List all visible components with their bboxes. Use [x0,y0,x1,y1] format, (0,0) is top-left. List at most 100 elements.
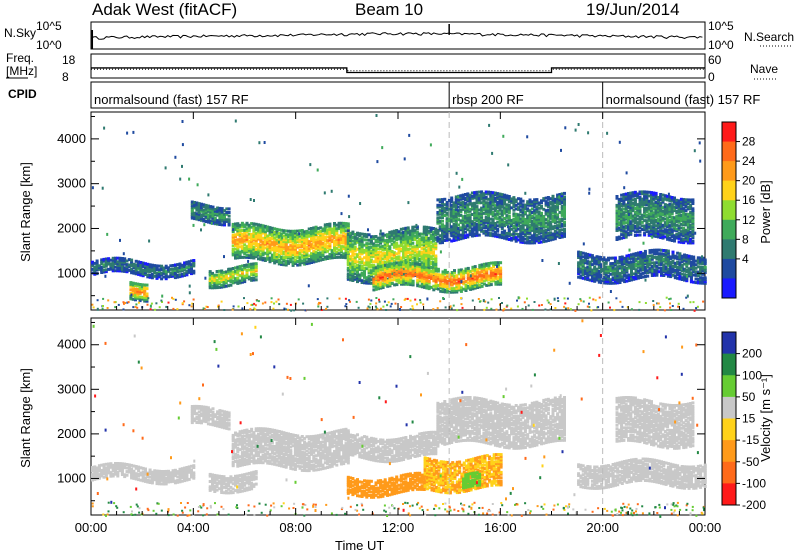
power-cell [240,255,244,259]
power-cell [236,256,240,260]
power-cell [275,253,279,256]
power-cell [224,270,228,274]
power-cell [240,223,244,227]
power-cell [185,273,189,277]
power-cell [300,250,304,254]
power-cell [351,279,355,282]
power-cell [190,214,194,218]
power-cell [270,237,274,241]
power-cell [254,265,258,269]
power-cell [200,202,203,206]
power-cell [323,236,327,239]
power-cell [245,276,249,279]
power-cell [284,240,288,244]
power-cell [298,259,302,263]
power-cell [173,276,177,280]
power-cell [229,278,233,282]
power-cell [305,246,309,249]
power-cell [138,299,142,303]
power-cell [254,238,258,242]
power-cell [245,250,249,254]
power-cell [356,272,359,276]
power-cell [104,261,108,265]
power-cell [289,247,293,251]
power-cell [289,240,293,244]
power-cell [312,253,316,257]
power-cell [353,233,357,236]
power-cell [337,225,341,229]
power-cell [346,222,350,226]
power-cell [270,242,274,246]
power-cell [316,243,320,247]
power-cell [125,270,129,274]
power-cell [204,211,208,214]
power-cell [231,274,235,278]
power-cell [247,256,251,259]
power-cell [155,273,159,277]
power-cell [319,235,323,239]
power-cell [266,241,270,245]
power-cell [222,276,226,280]
power-cell [346,267,350,270]
power-cell [240,273,244,277]
power-cell [305,256,309,260]
power-cell [326,255,330,259]
power-cell [252,266,256,269]
power-cell [360,266,364,270]
power-cell [206,215,210,219]
power-cell [140,285,144,288]
power-cell [321,236,325,240]
power-cell [314,254,318,258]
power-cell [356,260,359,264]
power-cell [335,246,339,250]
power-cell [275,229,279,233]
power-cell [150,269,154,273]
power-cell [323,230,327,234]
power-cell [275,233,279,237]
power-cell [326,223,330,226]
power-cell [307,241,311,245]
power-cell [275,258,279,262]
power-cell [247,254,251,258]
power-cell [280,243,284,247]
power-cell [252,245,256,249]
power-cell [312,231,316,235]
power-cell [323,232,327,236]
power-cell [339,246,343,250]
power-cell [213,277,217,281]
power-cell [238,234,242,238]
power-cell [240,225,244,229]
power-cell [220,271,224,275]
power-cell [234,254,237,258]
power-cell [125,266,129,270]
power-cell [243,264,247,267]
power-cell [300,237,304,241]
power-cell [346,277,350,281]
power-cell [187,269,191,273]
power-cell [231,230,235,234]
noise-sky-label: N.Sky [4,26,37,40]
noise-left-tick-bottom: 10^0 [36,38,62,52]
power-cell [346,240,350,244]
power-cell [171,269,175,273]
power-cell [132,266,136,270]
power-cell [333,223,336,227]
power-cell [252,249,256,253]
power-cell [150,265,154,269]
power-cell [365,243,369,247]
power-cell [231,272,235,276]
power-cell [289,229,293,233]
power-cell [692,255,696,259]
power-cell [353,277,357,281]
power-cell [143,294,147,298]
power-cell [358,278,362,282]
power-cell [107,257,111,261]
power-cell [277,237,281,241]
power-cell [369,274,373,278]
power-cell [314,247,318,251]
power-cell [316,232,320,236]
power-cell [358,260,362,264]
power-cell [263,241,267,244]
power-cell [263,232,267,236]
power-cell [234,222,237,226]
